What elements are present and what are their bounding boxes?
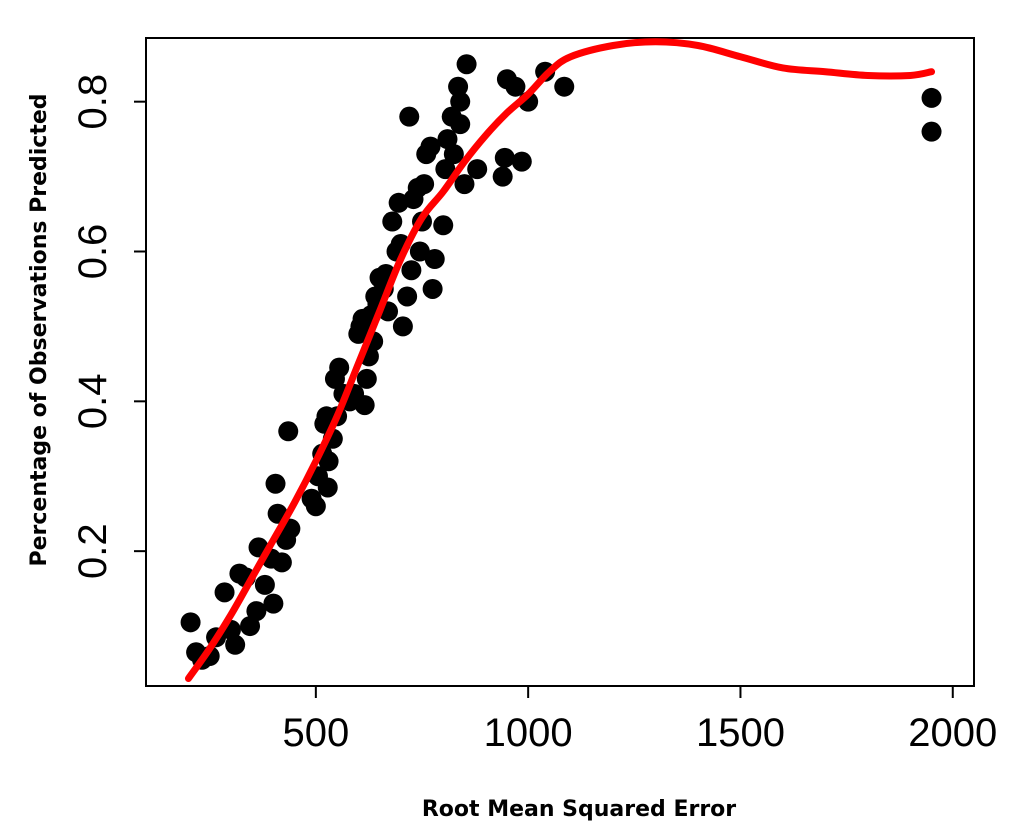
data-point bbox=[180, 612, 201, 633]
data-point bbox=[921, 121, 942, 142]
data-point bbox=[356, 368, 377, 389]
data-point bbox=[409, 241, 430, 262]
x-tick-label: 2000 bbox=[908, 711, 997, 755]
x-tick-label: 1000 bbox=[484, 711, 573, 755]
data-point bbox=[492, 166, 513, 187]
data-point bbox=[278, 421, 299, 442]
data-point bbox=[511, 151, 532, 172]
data-point bbox=[448, 76, 469, 97]
data-point bbox=[399, 106, 420, 127]
data-point bbox=[443, 144, 464, 165]
y-tick-label: 0.6 bbox=[71, 224, 115, 280]
data-point bbox=[254, 574, 275, 595]
data-point bbox=[263, 593, 284, 614]
data-point bbox=[246, 601, 267, 622]
y-tick-label: 0.2 bbox=[71, 523, 115, 579]
data-point bbox=[420, 136, 441, 157]
y-axis-title: Percentage of Observations Predicted bbox=[27, 93, 52, 566]
data-point bbox=[214, 582, 235, 603]
data-point bbox=[271, 552, 292, 573]
data-points bbox=[180, 54, 942, 670]
data-point bbox=[437, 129, 458, 150]
plot-frame bbox=[145, 37, 975, 687]
data-point bbox=[382, 211, 403, 232]
x-tick-label: 500 bbox=[282, 711, 349, 755]
data-point bbox=[401, 260, 422, 281]
data-point bbox=[424, 248, 445, 269]
data-point bbox=[454, 174, 475, 195]
smooth-line bbox=[184, 38, 936, 683]
data-point bbox=[225, 634, 246, 655]
data-point bbox=[305, 496, 326, 517]
data-point bbox=[265, 473, 286, 494]
data-point bbox=[554, 76, 575, 97]
smooth-curve bbox=[184, 38, 936, 683]
data-point bbox=[494, 147, 515, 168]
data-point bbox=[354, 395, 375, 416]
x-tick-label: 1500 bbox=[696, 711, 785, 755]
data-point bbox=[450, 91, 471, 112]
y-axis: 0.2 0.4 0.6 0.8 bbox=[71, 74, 146, 579]
y-tick-label: 0.8 bbox=[71, 74, 115, 130]
data-point bbox=[392, 316, 413, 337]
x-axis-title: Root Mean Squared Error bbox=[422, 797, 736, 822]
data-point bbox=[240, 616, 261, 637]
data-point bbox=[456, 54, 477, 75]
data-point bbox=[414, 174, 435, 195]
x-axis: 500 1000 1500 2000 bbox=[282, 686, 997, 755]
data-point bbox=[467, 159, 488, 180]
data-point bbox=[329, 357, 350, 378]
data-point bbox=[397, 286, 418, 307]
data-point bbox=[505, 76, 526, 97]
y-tick-label: 0.4 bbox=[71, 374, 115, 430]
data-point bbox=[433, 215, 454, 236]
data-point bbox=[317, 477, 338, 498]
data-point bbox=[435, 159, 456, 180]
data-point bbox=[450, 114, 471, 135]
data-point bbox=[921, 87, 942, 108]
data-point bbox=[422, 278, 443, 299]
data-point bbox=[318, 451, 339, 472]
